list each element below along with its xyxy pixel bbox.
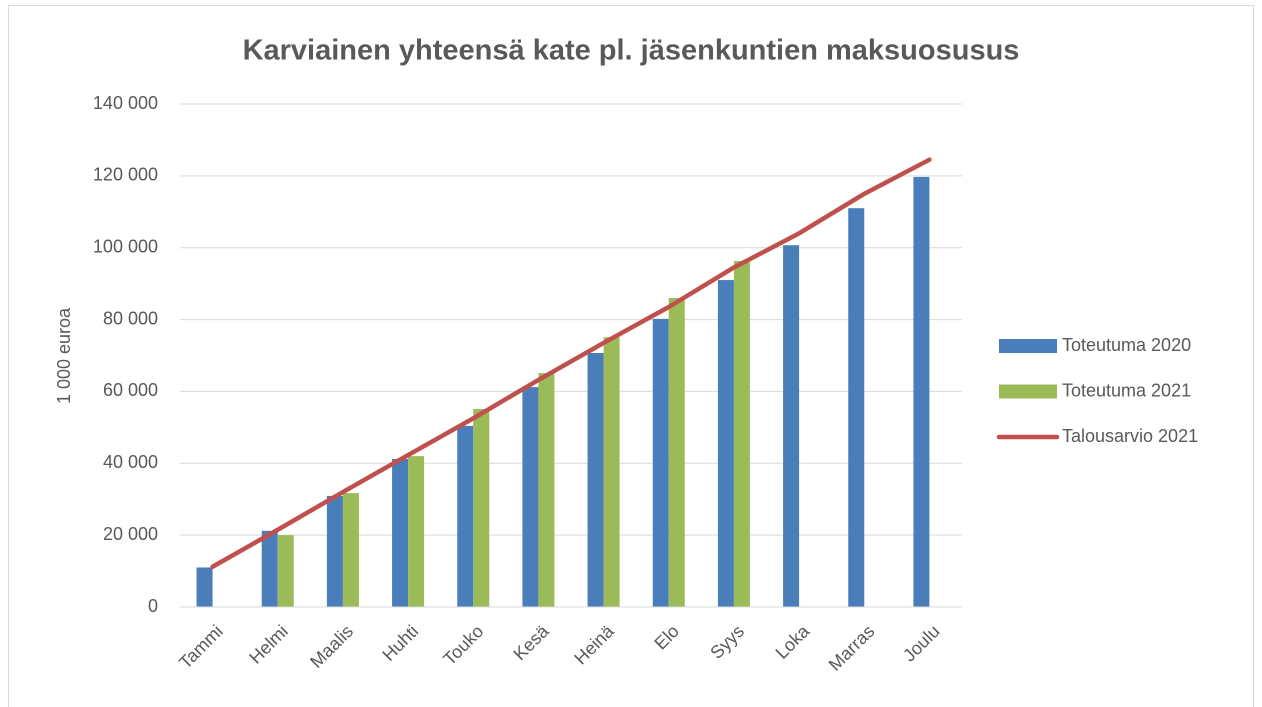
bar: [392, 458, 409, 607]
bar: [473, 409, 490, 607]
bar: [522, 387, 539, 607]
x-tick-label: Huhti: [378, 621, 422, 665]
x-tick-label: Kesä: [509, 620, 553, 664]
x-tick-label: Syys: [706, 621, 748, 663]
legend-swatch: [999, 384, 1057, 399]
bar: [848, 208, 865, 607]
x-tick-label: Maalis: [306, 621, 357, 672]
legend-swatch: [999, 339, 1057, 353]
y-tick-label: 20 000: [103, 524, 158, 544]
chart-title: Karviainen yhteensä kate pl. jäsenkuntie…: [243, 35, 1020, 67]
y-axis-label: 1 000 euroa: [54, 307, 74, 404]
x-tick-label: Heinä: [570, 620, 618, 668]
bar: [277, 535, 294, 607]
x-tick-label: Loka: [772, 620, 814, 662]
bar: [733, 261, 750, 607]
x-tick-label: Tammi: [175, 621, 227, 673]
bar: [783, 245, 800, 607]
bar: [538, 373, 555, 607]
y-tick-label: 60 000: [103, 380, 158, 400]
bar: [408, 456, 425, 607]
legend-label: Talousarvio 2021: [1062, 426, 1198, 446]
bar: [913, 176, 930, 607]
x-tick-label: Helmi: [245, 621, 292, 668]
bar: [342, 493, 359, 607]
bar: [457, 425, 474, 607]
y-tick-label: 140 000: [93, 93, 158, 113]
x-tick-label: Elo: [650, 621, 683, 654]
bar: [196, 567, 213, 607]
x-tick-label: Joulu: [899, 621, 944, 666]
x-tick-label: Marras: [825, 621, 879, 675]
bar: [652, 318, 669, 607]
y-tick-label: 80 000: [103, 308, 158, 328]
bar: [326, 495, 343, 607]
bar: [603, 337, 620, 607]
bar: [261, 530, 278, 607]
bar: [668, 298, 685, 607]
chart-border: [8, 5, 1254, 707]
legend-label: Toteutuma 2021: [1062, 380, 1191, 400]
y-tick-label: 0: [148, 596, 158, 616]
y-tick-label: 40 000: [103, 452, 158, 472]
bar: [587, 352, 604, 607]
y-tick-label: 120 000: [93, 165, 158, 185]
legend-label: Toteutuma 2020: [1062, 335, 1191, 355]
y-tick-label: 100 000: [93, 236, 158, 256]
line-series: [210, 157, 932, 570]
x-tick-label: Touko: [439, 621, 487, 669]
bar: [717, 280, 734, 607]
